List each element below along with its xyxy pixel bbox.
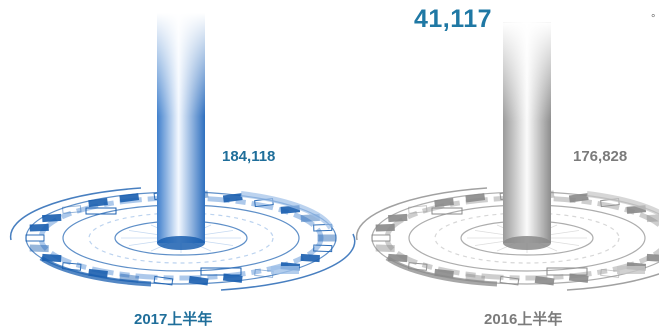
bar-2017 — [157, 13, 205, 250]
corner-mark: ° — [651, 13, 656, 25]
data-label-2016: 176,828 — [573, 148, 628, 165]
bar-2016 — [503, 22, 551, 250]
category-label-2017: 2017上半年 — [134, 311, 213, 328]
category-label-2016: 2016上半年 — [484, 311, 563, 328]
data-label-2017: 184,118 — [222, 148, 276, 165]
bars-group — [157, 13, 551, 250]
headline-value: 41,117 — [414, 5, 493, 33]
